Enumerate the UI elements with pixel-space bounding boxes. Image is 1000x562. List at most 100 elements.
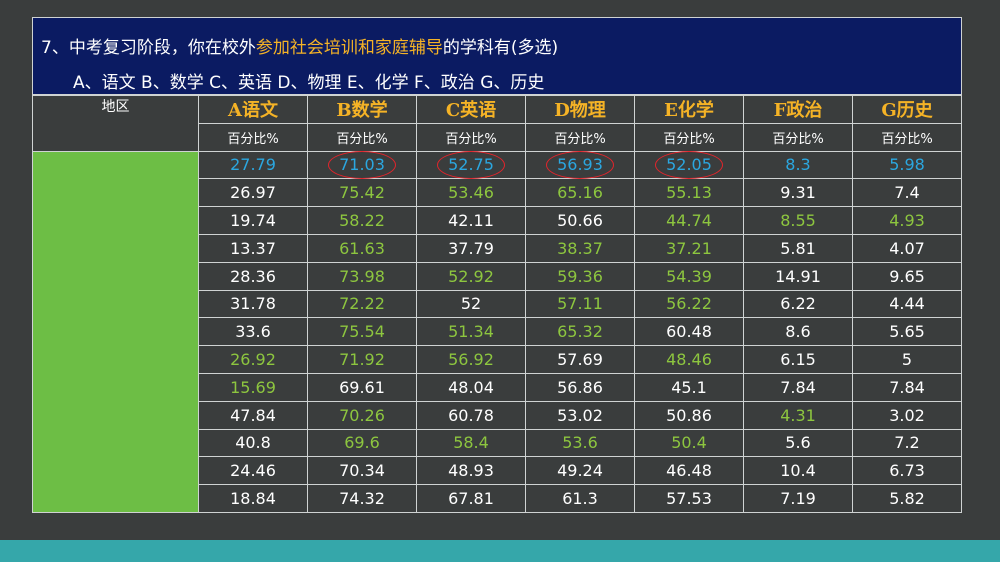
- value-text: 56.92: [448, 350, 494, 370]
- value-cell: 5.65: [852, 317, 962, 347]
- value-cell: 5.6: [743, 428, 853, 458]
- value-cell: 4.93: [852, 206, 962, 235]
- value-text: 7.2: [894, 433, 920, 453]
- value-cell: 53.02: [525, 400, 635, 430]
- question-header: 7、中考复习阶段，你在校外参加社会培训和家庭辅导的学科有(多选) A、语文 B、…: [32, 17, 962, 95]
- value-text: 5: [901, 350, 913, 370]
- value-text: 18.84: [230, 489, 276, 509]
- value-text: 5.6: [785, 433, 811, 453]
- value-cell: 69.6: [307, 428, 417, 458]
- value-text: 44.74: [666, 211, 712, 231]
- region-header: 地区: [32, 95, 199, 152]
- value-text: 8.55: [780, 211, 816, 231]
- value-text: 40.8: [235, 433, 271, 453]
- value-text: 72.22: [339, 294, 385, 314]
- value-cell: 65.16: [525, 178, 635, 208]
- value-text: 33.6: [235, 322, 271, 342]
- question-text-highlight: 参加社会培训和家庭辅导: [255, 38, 443, 58]
- value-cell: 4.31: [743, 400, 853, 430]
- value-text: 37.21: [666, 238, 712, 258]
- value-cell: 26.97: [198, 178, 308, 208]
- value-text: 26.92: [230, 350, 276, 370]
- value-cell: 58.22: [307, 206, 417, 235]
- value-cell: 42.11: [416, 206, 526, 235]
- value-text: 65.16: [557, 183, 603, 203]
- value-text: 67.81: [448, 489, 494, 509]
- value-cell: 37.21: [634, 233, 744, 263]
- value-text: 75.54: [339, 322, 385, 342]
- table-row: 27.79 71.03 52.75 56.93 52.05 8.3 5.98: [32, 150, 962, 513]
- unit-label: 百分比%: [198, 122, 308, 152]
- value-cell: 7.84: [743, 372, 853, 402]
- table-row: 47.84 70.26 60.78 53.02 50.86 4.31 3.02: [33, 400, 962, 430]
- value-cell: 27.79: [198, 150, 308, 180]
- value-cell: 9.65: [852, 261, 962, 291]
- value-text: 24.46: [230, 461, 276, 481]
- value-text: 75.42: [339, 183, 385, 203]
- value-text: 71.03: [339, 155, 385, 175]
- subject-header-g: G历史: [852, 95, 962, 124]
- region-cell: [32, 150, 199, 513]
- value-text: 61.63: [339, 238, 385, 258]
- value-cell: 51.34: [416, 317, 526, 347]
- value-text: 48.46: [666, 350, 712, 370]
- value-cell: 37.79: [416, 233, 526, 263]
- value-cell: 65.32: [525, 317, 635, 347]
- value-cell: 50.86: [634, 400, 744, 430]
- value-cell: 13.37: [198, 233, 308, 263]
- value-text: 54.39: [666, 266, 712, 286]
- value-cell: 74.32: [307, 484, 417, 513]
- value-cell: 4.07: [852, 233, 962, 263]
- value-text: 45.1: [671, 377, 707, 397]
- value-text: 10.4: [780, 461, 816, 481]
- value-cell: 28.36: [198, 261, 308, 291]
- value-cell: 7.84: [852, 372, 962, 402]
- value-cell: 19.74: [198, 206, 308, 235]
- unit-label: 百分比%: [416, 122, 526, 152]
- value-text: 56.93: [557, 155, 603, 175]
- value-text: 50.86: [666, 405, 712, 425]
- value-text: 52.05: [666, 155, 712, 175]
- value-cell: 46.48: [634, 456, 744, 486]
- value-cell: 9.31: [743, 178, 853, 208]
- value-cell: 49.24: [525, 456, 635, 486]
- question-options: A、语文 B、数学 C、英语 D、物理 E、化学 F、政治 G、历史: [73, 73, 545, 93]
- table-row: 18.84 74.32 67.81 61.3 57.53 7.19 5.82: [33, 484, 962, 513]
- value-text: 7.4: [894, 183, 920, 203]
- value-text: 9.31: [780, 183, 816, 203]
- value-cell: 56.22: [634, 289, 744, 319]
- value-text: 57.69: [557, 350, 603, 370]
- table-row: 28.36 73.98 52.92 59.36 54.39 14.91 9.65: [33, 261, 962, 291]
- value-cell: 56.86: [525, 372, 635, 402]
- value-cell: 52.92: [416, 261, 526, 291]
- table-row: 33.6 75.54 51.34 65.32 60.48 8.6 5.65: [33, 317, 962, 347]
- value-cell: 61.3: [525, 484, 635, 513]
- value-cell: 33.6: [198, 317, 308, 347]
- value-cell: 57.11: [525, 289, 635, 319]
- value-text: 58.4: [453, 433, 489, 453]
- value-text: 6.15: [780, 350, 816, 370]
- unit-label: 百分比%: [852, 122, 962, 152]
- value-cell: 18.84: [198, 484, 308, 513]
- value-text: 51.34: [448, 322, 494, 342]
- value-text: 7.84: [889, 377, 925, 397]
- value-text: 14.91: [775, 266, 821, 286]
- value-cell: 6.15: [743, 345, 853, 374]
- value-cell: 50.66: [525, 206, 635, 235]
- question-text-post: 的学科有(多选): [442, 38, 559, 58]
- value-cell: 38.37: [525, 233, 635, 263]
- unit-row: 百分比% 百分比% 百分比% 百分比% 百分比% 百分比% 百分比%: [33, 122, 962, 152]
- value-text: 6.22: [780, 294, 816, 314]
- value-text: 4.44: [889, 294, 925, 314]
- value-cell: 31.78: [198, 289, 308, 319]
- value-text: 19.74: [230, 211, 276, 231]
- value-text: 74.32: [339, 489, 385, 509]
- value-cell: 56.93: [525, 150, 635, 180]
- value-cell: 44.74: [634, 206, 744, 235]
- value-cell: 15.69: [198, 372, 308, 402]
- table-row: 24.46 70.34 48.93 49.24 46.48 10.4 6.73: [33, 456, 962, 486]
- subject-header-b: B数学: [307, 95, 417, 124]
- value-text: 5.65: [889, 322, 925, 342]
- value-text: 60.48: [666, 322, 712, 342]
- subject-header-row: 地区 A语文 B数学 C英语 D物理 E化学 F政治 G历史: [32, 95, 962, 152]
